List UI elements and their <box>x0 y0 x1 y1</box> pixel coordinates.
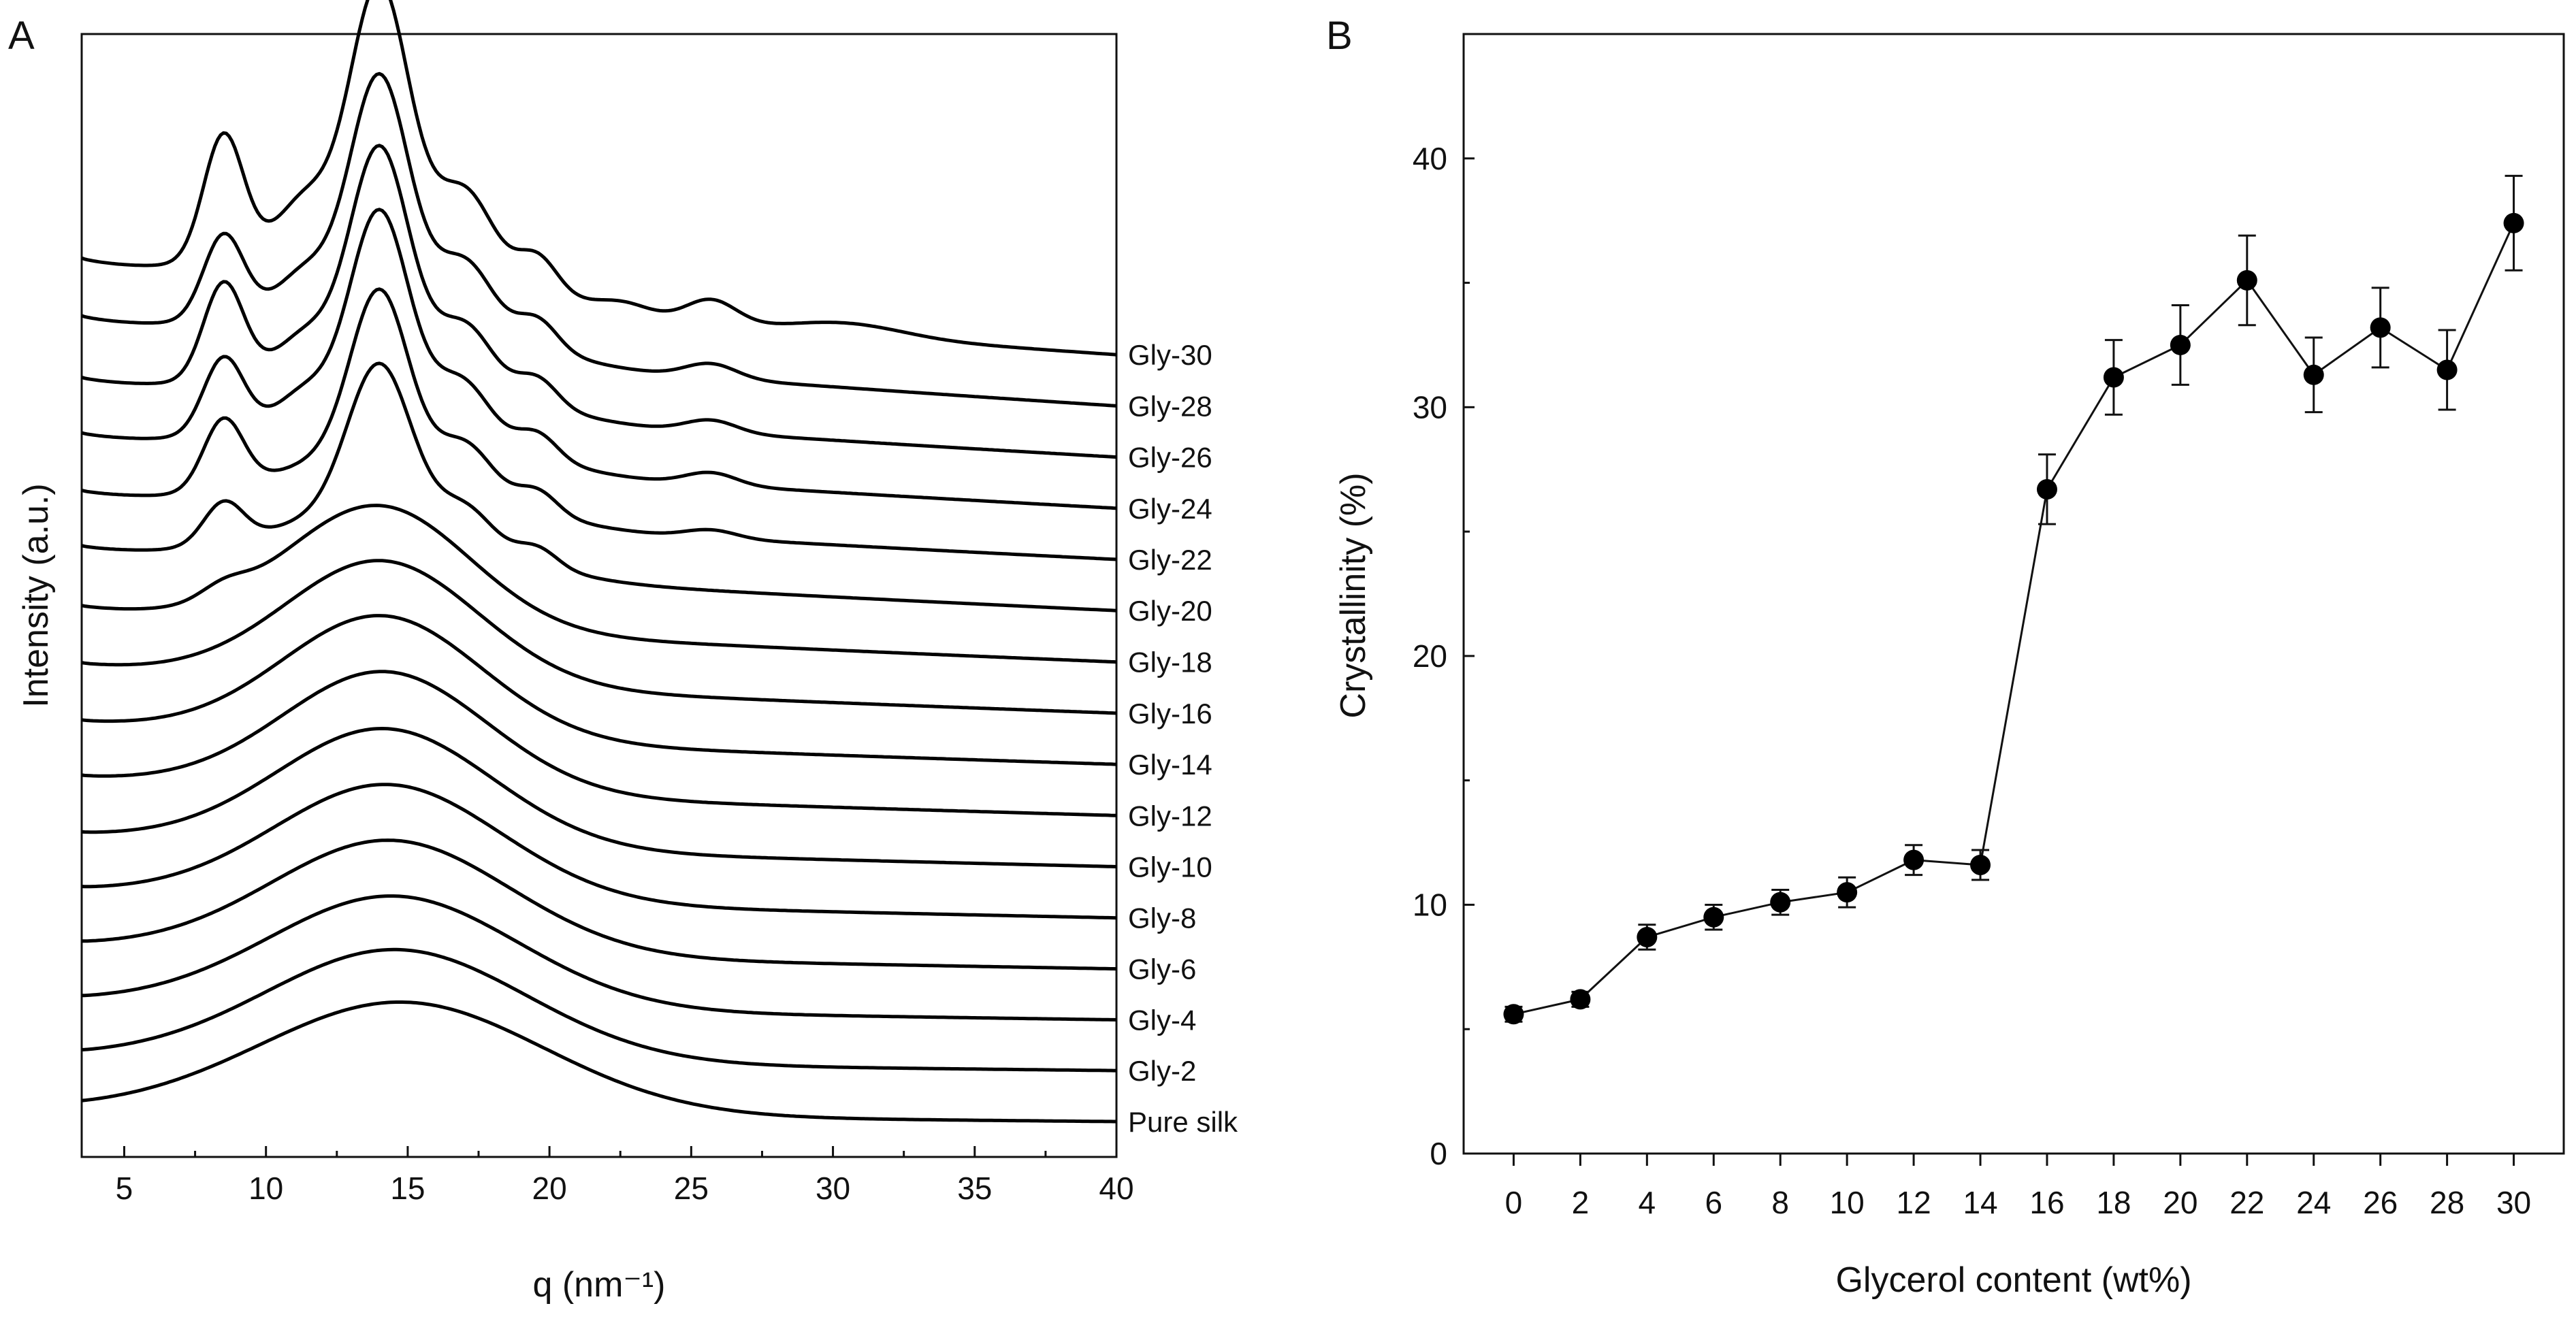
x-tick-label: 10 <box>1830 1185 1865 1220</box>
data-point <box>1837 882 1858 903</box>
panel-b-letter: B <box>1326 14 1353 58</box>
data-point <box>1637 926 1658 947</box>
panel-b-y-axis-title: Crystallinity (%) <box>1334 472 1373 718</box>
x-tick-label: 16 <box>2029 1185 2064 1220</box>
trace-gly-12 <box>81 670 1117 817</box>
x-tick-label: 26 <box>2363 1185 2398 1220</box>
trace-label: Gly-4 <box>1128 1004 1196 1036</box>
data-point <box>1503 1004 1524 1025</box>
trace-gly-18 <box>81 504 1117 664</box>
x-tick-label: 10 <box>248 1171 283 1206</box>
trace-label: Pure silk <box>1128 1106 1238 1138</box>
x-tick-label: 30 <box>2496 1185 2531 1220</box>
trace-gly-16 <box>81 559 1117 715</box>
trace-gly-6 <box>81 838 1117 971</box>
trace-label: Gly-28 <box>1128 390 1212 422</box>
trace-label: Gly-6 <box>1128 953 1196 985</box>
x-tick-label: 40 <box>1099 1171 1133 1206</box>
x-tick-label: 30 <box>816 1171 850 1206</box>
trace-pure-silk <box>81 1000 1116 1124</box>
data-point <box>2103 367 2124 388</box>
trace-label: Gly-18 <box>1128 647 1212 679</box>
panel-a-x-axis: 5 10 15 20 25 30 35 40 <box>116 1146 1134 1206</box>
trace-label: Gly-26 <box>1128 442 1212 474</box>
trace-gly-22 <box>81 287 1117 561</box>
trace-label: Gly-24 <box>1128 493 1212 525</box>
trace-gly-8 <box>81 783 1117 920</box>
x-tick-label: 20 <box>532 1171 567 1206</box>
data-point <box>1970 854 1991 875</box>
data-point <box>2036 478 2057 500</box>
data-point <box>2303 364 2324 385</box>
data-point <box>1770 892 1791 913</box>
trace-label: Gly-10 <box>1128 851 1212 883</box>
trace-label: Gly-16 <box>1128 698 1212 730</box>
trace-gly-30 <box>81 0 1117 357</box>
y-tick-label: 40 <box>1413 141 1447 176</box>
x-tick-label: 8 <box>1771 1185 1789 1220</box>
trace-gly-26 <box>81 144 1117 459</box>
data-point <box>2236 270 2257 291</box>
trace-gly-2 <box>81 947 1116 1073</box>
panel-b-x-axis-title: Glycerol content (wt%) <box>1835 1260 2191 1300</box>
panel-a-x-axis-title: q (nm⁻¹) <box>533 1265 666 1305</box>
x-tick-label: 24 <box>2296 1185 2331 1220</box>
data-point <box>2170 334 2191 355</box>
trace-label: Gly-8 <box>1128 902 1196 934</box>
x-tick-label: 20 <box>2163 1185 2197 1220</box>
data-point <box>2370 317 2391 338</box>
y-tick-label: 20 <box>1413 638 1447 674</box>
trace-label: Gly-12 <box>1128 800 1212 832</box>
trace-label: Gly-22 <box>1128 544 1212 576</box>
data-point <box>1570 989 1591 1010</box>
data-point <box>2436 359 2458 380</box>
trace-gly-14 <box>81 614 1117 766</box>
x-tick-label: 6 <box>1705 1185 1722 1220</box>
x-tick-label: 22 <box>2229 1185 2264 1220</box>
trace-label: Gly-14 <box>1128 749 1212 781</box>
x-tick-label: 2 <box>1572 1185 1590 1220</box>
trace-gly-28 <box>81 71 1117 408</box>
x-tick-label: 35 <box>957 1171 992 1206</box>
x-tick-label: 25 <box>674 1171 709 1206</box>
x-tick-label: 12 <box>1897 1185 1931 1220</box>
trace-label: Gly-2 <box>1128 1055 1196 1087</box>
data-point <box>1903 849 1925 870</box>
x-tick-label: 15 <box>390 1171 425 1206</box>
panel-a-y-axis-title: Intensity (a.u.) <box>16 483 56 707</box>
x-tick-label: 4 <box>1639 1185 1656 1220</box>
data-point <box>2503 212 2524 233</box>
x-tick-label: 14 <box>1963 1185 1997 1220</box>
data-point <box>1703 906 1724 928</box>
y-tick-label: 10 <box>1413 887 1447 922</box>
x-tick-label: 28 <box>2430 1185 2464 1220</box>
x-tick-label: 18 <box>2096 1185 2131 1220</box>
trace-label: Gly-20 <box>1128 595 1212 627</box>
panel-a-letter: A <box>8 14 35 58</box>
x-tick-label: 0 <box>1505 1185 1523 1220</box>
trace-gly-4 <box>81 894 1117 1022</box>
panel-a-trace-labels: Pure silk Gly-2 Gly-4 Gly-6 Gly-8 Gly-10 Gly-1… <box>1128 339 1238 1138</box>
trace-label: Gly-30 <box>1128 339 1212 371</box>
panel-a-chart: A 5 10 15 20 25 30 35 40 Pure silk Gly-2 Gly-4 Gly… <box>8 0 1238 1305</box>
trace-gly-10 <box>81 727 1117 868</box>
trace-gly-24 <box>81 208 1117 510</box>
y-tick-label: 0 <box>1430 1136 1447 1171</box>
panel-b-plot-frame <box>1462 33 2565 1155</box>
x-tick-label: 5 <box>116 1171 133 1206</box>
y-tick-label: 30 <box>1413 389 1447 425</box>
crystallinity-line <box>1513 223 2515 1015</box>
panel-a-plot-frame <box>80 33 1118 1158</box>
trace-gly-20 <box>81 361 1117 612</box>
panel-b-series <box>1503 174 2524 1025</box>
panel-a-traces <box>81 0 1117 1124</box>
